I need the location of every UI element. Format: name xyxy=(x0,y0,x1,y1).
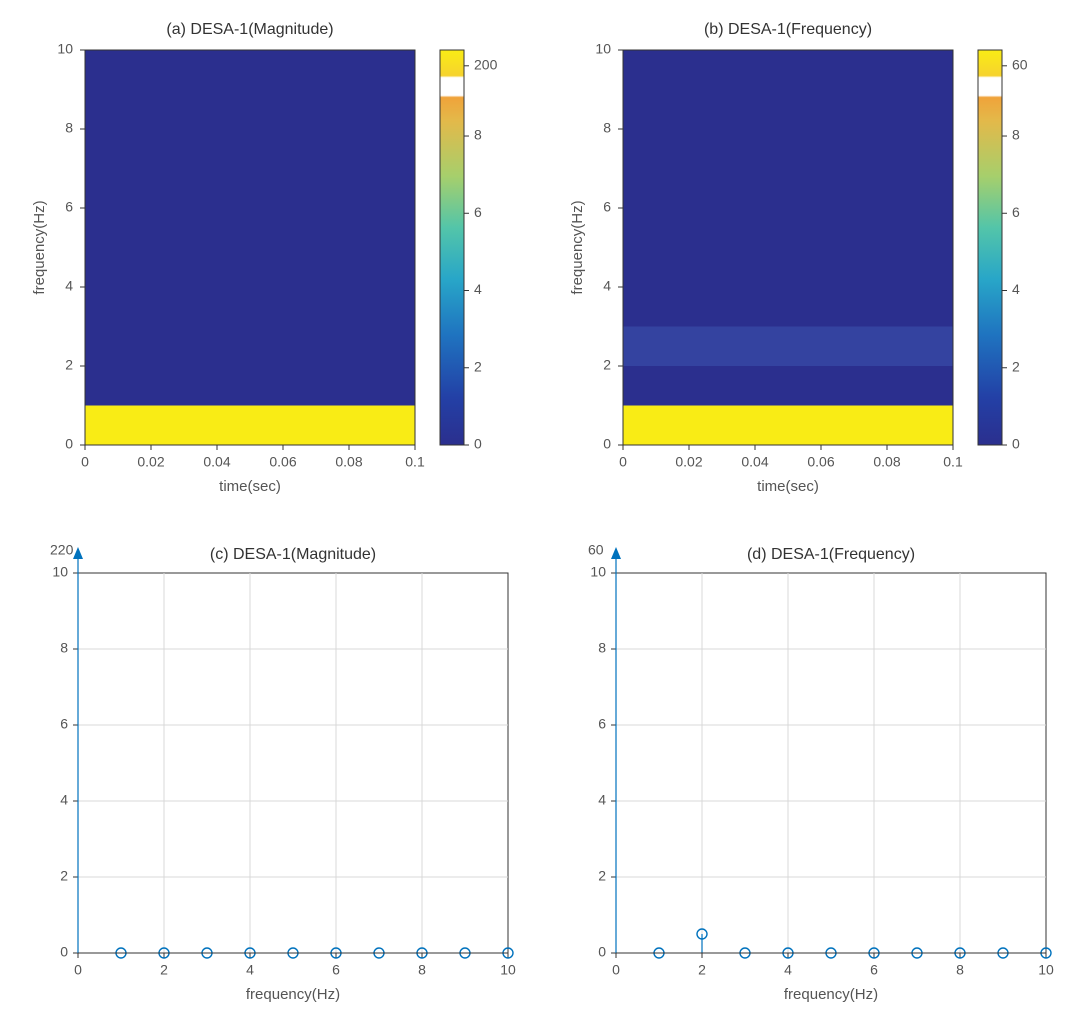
svg-text:0.1: 0.1 xyxy=(405,454,425,470)
svg-text:4: 4 xyxy=(1012,281,1020,297)
svg-text:4: 4 xyxy=(598,791,606,807)
svg-text:2: 2 xyxy=(474,358,482,374)
svg-text:0: 0 xyxy=(603,436,611,452)
svg-text:0: 0 xyxy=(474,436,482,452)
svg-text:(d) DESA-1(Frequency): (d) DESA-1(Frequency) xyxy=(747,546,915,563)
svg-text:0: 0 xyxy=(74,961,82,977)
panel-d: 60 (d) DESA-1(Frequency) 0 2 4 6 8 10 0 2 4 6 8 10 fre… xyxy=(548,518,1076,1026)
svg-text:4: 4 xyxy=(474,281,482,297)
svg-text:6: 6 xyxy=(60,715,68,731)
svg-text:time(sec): time(sec) xyxy=(757,478,819,495)
svg-text:6: 6 xyxy=(598,715,606,731)
figure-grid: (a) DESA-1(Magnitude) 0 0.02 0.04 0.06 0.08 0.… xyxy=(0,0,1077,1035)
svg-text:10: 10 xyxy=(57,41,73,57)
svg-text:8: 8 xyxy=(474,127,482,143)
svg-text:4: 4 xyxy=(65,278,73,294)
svg-text:0.02: 0.02 xyxy=(675,454,702,470)
svg-text:220: 220 xyxy=(50,541,74,557)
svg-text:6: 6 xyxy=(870,961,878,977)
svg-text:2: 2 xyxy=(698,961,706,977)
svg-text:8: 8 xyxy=(598,639,606,655)
svg-text:8: 8 xyxy=(603,120,611,136)
svg-text:0: 0 xyxy=(619,454,627,470)
svg-text:frequency(Hz): frequency(Hz) xyxy=(569,200,586,294)
svg-text:10: 10 xyxy=(500,961,516,977)
svg-text:0.06: 0.06 xyxy=(807,454,834,470)
svg-text:4: 4 xyxy=(784,961,792,977)
panel-b: (b) DESA-1(Frequency) 0 0.02 0.04 0.06 0.08 0.… xyxy=(548,10,1076,518)
panel-c: 220 (c) DESA-1(Magnitude) 0 2 4 6 8 10 0 2 4 6 8 10 fr… xyxy=(10,518,538,1026)
svg-text:0: 0 xyxy=(612,961,620,977)
svg-text:0: 0 xyxy=(1012,436,1020,452)
svg-text:(b) DESA-1(Frequency): (b) DESA-1(Frequency) xyxy=(704,21,872,38)
svg-text:6: 6 xyxy=(65,199,73,215)
svg-text:6: 6 xyxy=(603,199,611,215)
svg-text:6: 6 xyxy=(474,204,482,220)
svg-text:2: 2 xyxy=(65,357,73,373)
svg-text:10: 10 xyxy=(590,563,606,579)
svg-text:10: 10 xyxy=(52,563,68,579)
svg-text:8: 8 xyxy=(60,639,68,655)
svg-text:0.06: 0.06 xyxy=(269,454,296,470)
svg-text:0.08: 0.08 xyxy=(873,454,900,470)
svg-text:0.04: 0.04 xyxy=(741,454,768,470)
svg-text:8: 8 xyxy=(956,961,964,977)
svg-text:0.02: 0.02 xyxy=(137,454,164,470)
svg-text:frequency(Hz): frequency(Hz) xyxy=(784,985,878,1002)
svg-text:2: 2 xyxy=(1012,358,1020,374)
svg-text:60: 60 xyxy=(588,541,604,557)
svg-text:frequency(Hz): frequency(Hz) xyxy=(31,200,48,294)
svg-text:time(sec): time(sec) xyxy=(219,478,281,495)
svg-text:10: 10 xyxy=(595,41,611,57)
svg-text:4: 4 xyxy=(60,791,68,807)
svg-text:(a) DESA-1(Magnitude): (a) DESA-1(Magnitude) xyxy=(166,21,333,38)
svg-text:0.1: 0.1 xyxy=(943,454,963,470)
svg-text:frequency(Hz): frequency(Hz) xyxy=(246,985,340,1002)
svg-text:60: 60 xyxy=(1012,57,1028,73)
svg-text:2: 2 xyxy=(60,867,68,883)
svg-text:2: 2 xyxy=(603,357,611,373)
svg-text:6: 6 xyxy=(1012,204,1020,220)
svg-text:4: 4 xyxy=(603,278,611,294)
svg-text:(c) DESA-1(Magnitude): (c) DESA-1(Magnitude) xyxy=(210,546,376,563)
svg-text:8: 8 xyxy=(1012,127,1020,143)
svg-text:8: 8 xyxy=(418,961,426,977)
svg-text:2: 2 xyxy=(598,867,606,883)
svg-text:0: 0 xyxy=(65,436,73,452)
svg-text:0: 0 xyxy=(60,943,68,959)
svg-text:2: 2 xyxy=(160,961,168,977)
svg-text:8: 8 xyxy=(65,120,73,136)
svg-text:0.04: 0.04 xyxy=(203,454,230,470)
svg-text:0.08: 0.08 xyxy=(335,454,362,470)
svg-text:10: 10 xyxy=(1038,961,1054,977)
svg-text:0: 0 xyxy=(81,454,89,470)
svg-text:200: 200 xyxy=(474,57,498,73)
svg-text:6: 6 xyxy=(332,961,340,977)
panel-a: (a) DESA-1(Magnitude) 0 0.02 0.04 0.06 0.08 0.… xyxy=(10,10,538,518)
svg-text:0: 0 xyxy=(598,943,606,959)
svg-text:4: 4 xyxy=(246,961,254,977)
